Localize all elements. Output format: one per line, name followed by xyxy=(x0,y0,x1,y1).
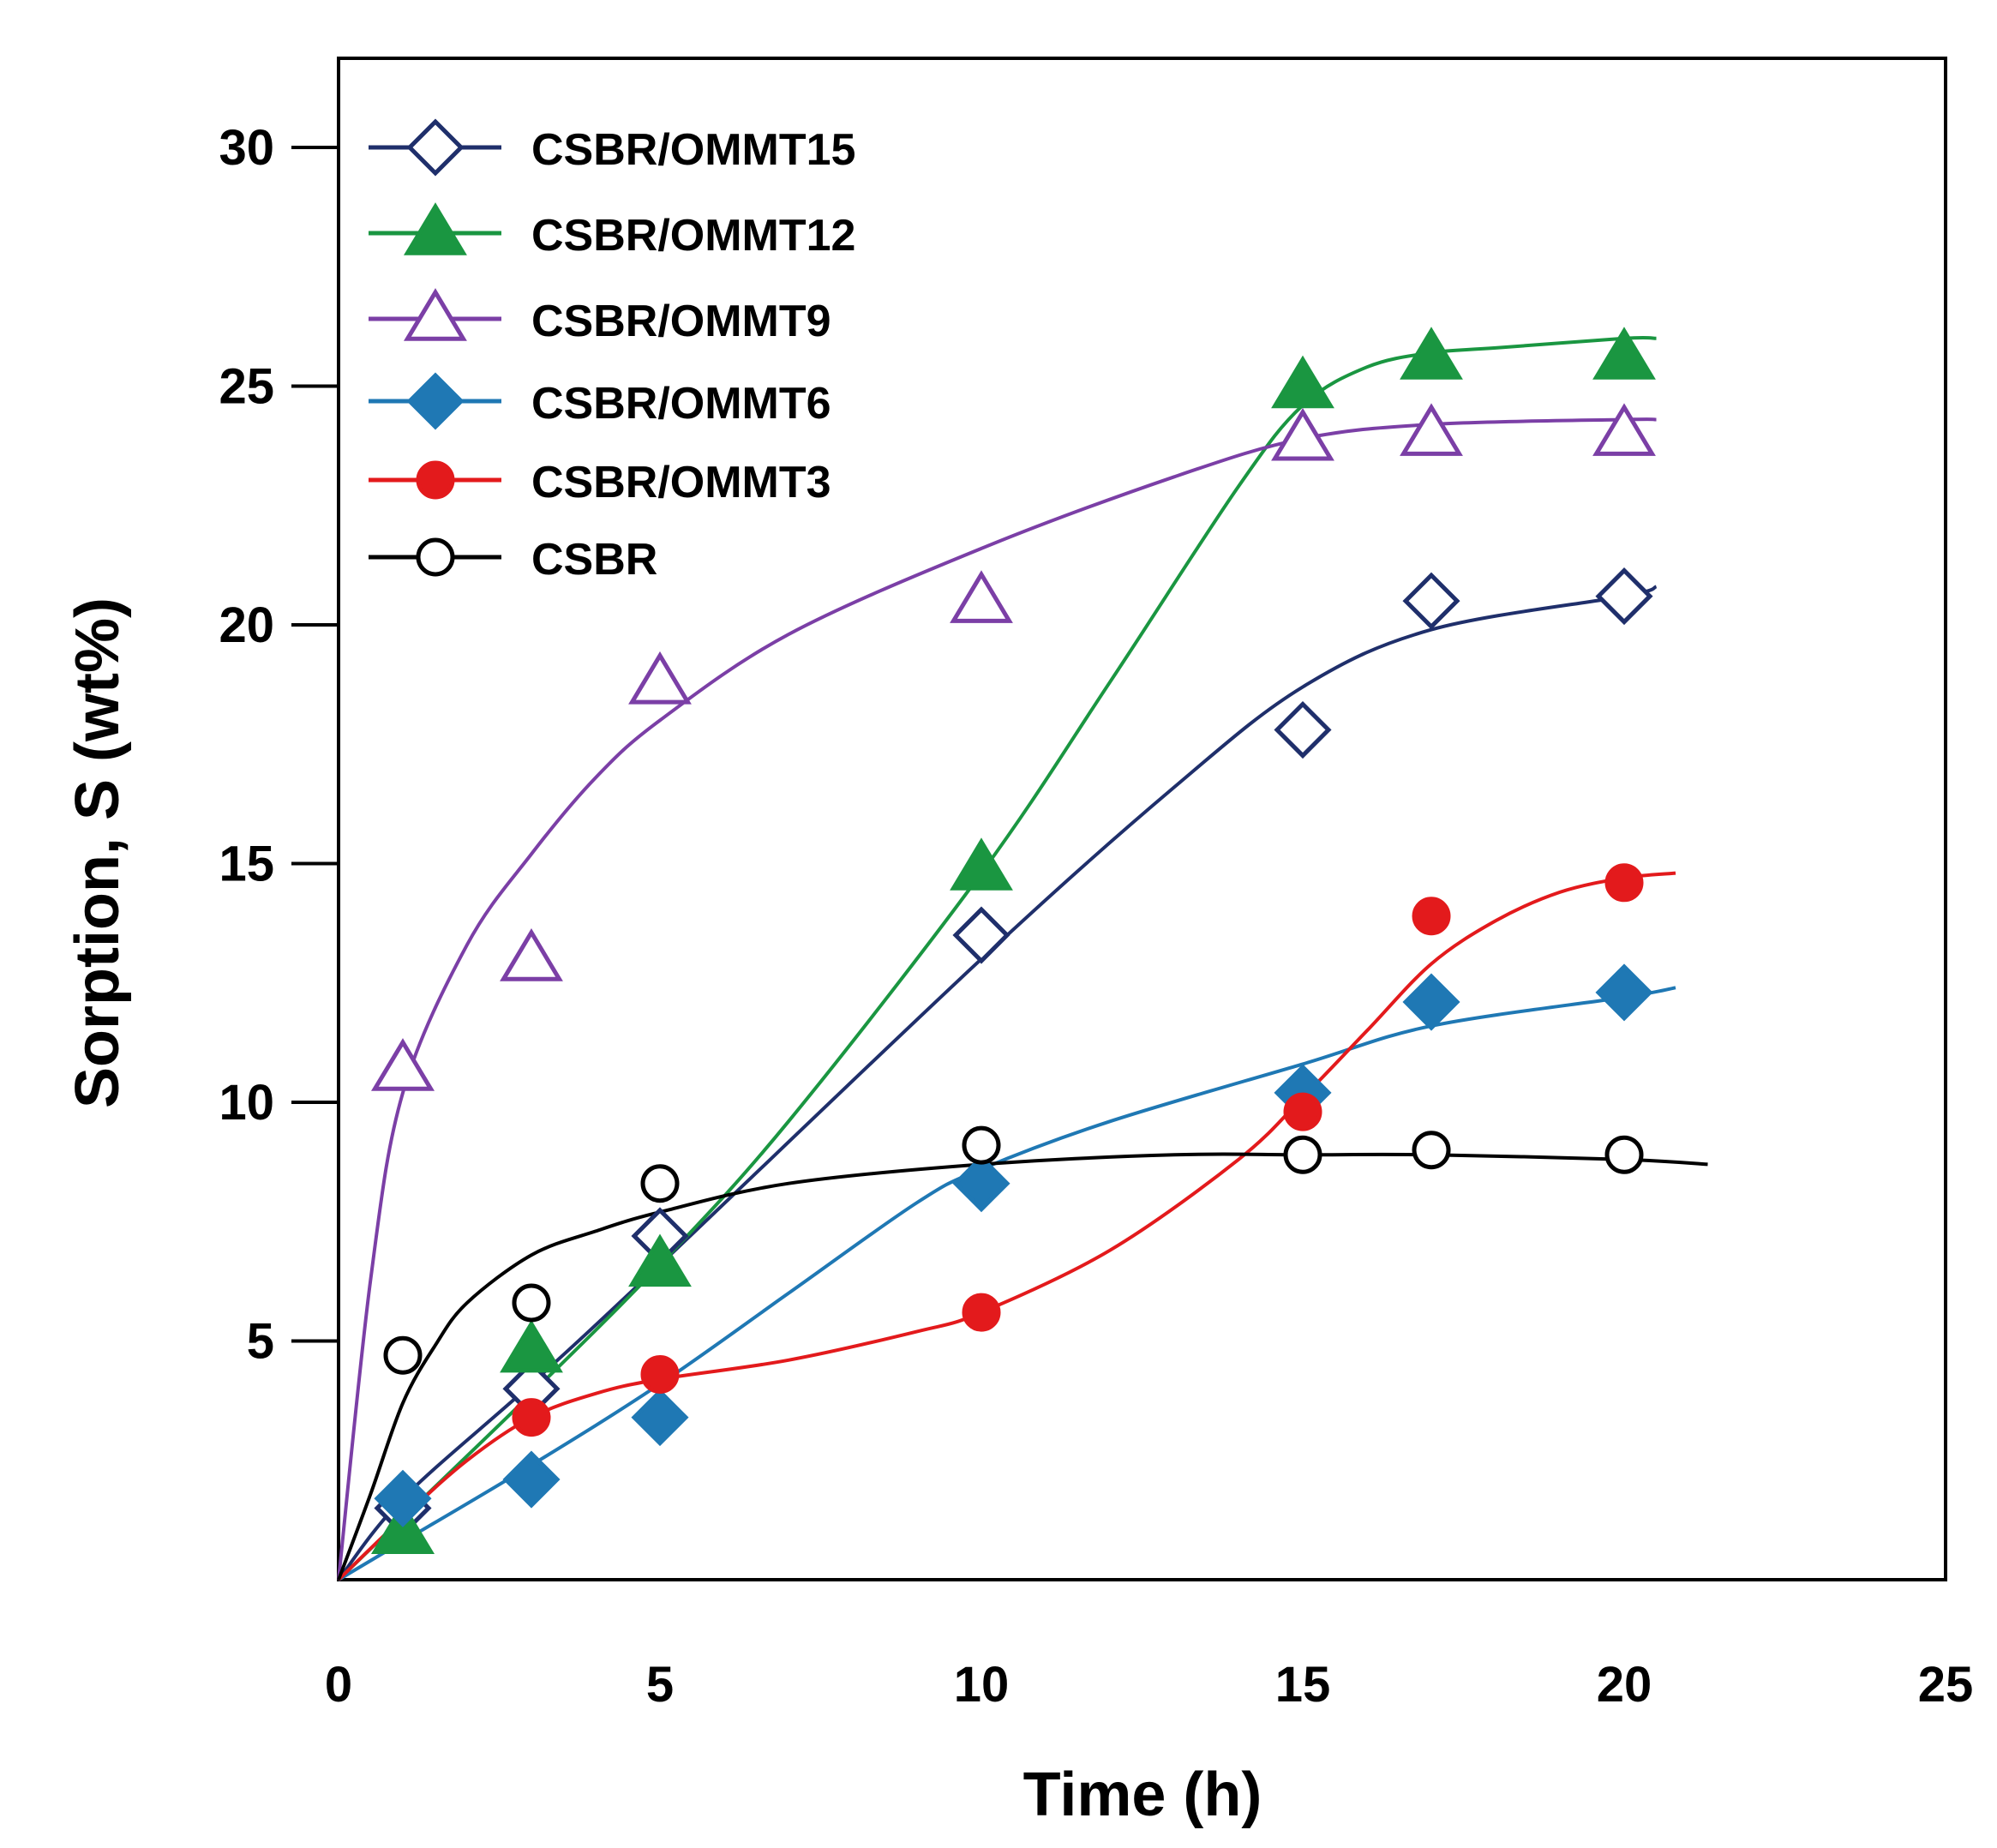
x-tick-label: 20 xyxy=(1597,1657,1652,1713)
data-point-csbr-ommt9 xyxy=(950,570,1013,623)
data-point-csbr-ommt15 xyxy=(952,906,1010,964)
x-tick-label: 5 xyxy=(646,1657,674,1713)
legend-label: CSBR/OMMT6 xyxy=(531,379,831,429)
legend-label: CSBR/OMMT3 xyxy=(531,458,831,507)
data-point-csbr-ommt12 xyxy=(500,1319,563,1373)
legend-marker xyxy=(403,288,467,341)
x-axis-label: Time (h) xyxy=(1023,1761,1262,1829)
fit-line-csbr-ommt15 xyxy=(337,585,1658,1581)
data-point-csbr xyxy=(962,1125,1001,1165)
data-point-csbr xyxy=(1604,1135,1644,1174)
data-point-csbr-ommt9 xyxy=(628,651,692,705)
data-point-csbr xyxy=(640,1164,680,1203)
plot-frame xyxy=(337,57,1947,1581)
data-point-csbr-ommt6 xyxy=(631,1389,689,1447)
x-tick-label: 15 xyxy=(1275,1657,1331,1713)
legend: CSBR/OMMT15 CSBR/OMMT12 CSBR/OMMT9 CSBR/OMM… xyxy=(369,118,855,585)
legend-marker xyxy=(403,202,467,255)
legend-label: CSBR/OMMT15 xyxy=(531,125,855,175)
data-point-csbr-ommt6 xyxy=(1402,973,1460,1031)
data-point-csbr xyxy=(1283,1135,1322,1174)
y-tick-label: 20 xyxy=(219,597,274,653)
y-tick-label: 10 xyxy=(219,1075,274,1131)
data-point-csbr-ommt12 xyxy=(950,837,1013,891)
data-point-csbr-ommt9 xyxy=(500,928,563,981)
data-point-csbr-ommt15 xyxy=(1402,572,1460,630)
data-point-csbr-ommt3 xyxy=(1604,863,1644,903)
data-point-csbr-ommt3 xyxy=(1283,1092,1322,1131)
x-tick-label: 10 xyxy=(954,1657,1010,1713)
fit-line-csbr-ommt9 xyxy=(337,417,1657,1581)
data-point-csbr-ommt15 xyxy=(1274,701,1332,759)
data-point-csbr-ommt12 xyxy=(370,1501,435,1554)
data-markers xyxy=(370,327,1656,1554)
data-point-csbr-ommt9 xyxy=(1271,407,1334,461)
y-tick-label: 30 xyxy=(219,120,274,176)
y-axis: 5 10 15 20 25 30 xyxy=(219,120,339,1370)
x-tick-label: 0 xyxy=(325,1657,352,1713)
data-point-csbr xyxy=(1412,1131,1451,1170)
data-point-csbr-ommt12 xyxy=(1400,327,1463,380)
legend-label: CSBR/OMMT9 xyxy=(531,297,831,346)
legend-marker xyxy=(416,537,455,577)
x-axis: 0 5 10 15 20 25 xyxy=(325,1657,1973,1713)
data-point-csbr-ommt3 xyxy=(962,1293,1001,1332)
data-point-csbr-ommt12 xyxy=(1271,355,1334,409)
legend-label: CSBR xyxy=(531,535,657,585)
data-point-csbr-ommt6 xyxy=(502,1450,561,1509)
data-point-csbr-ommt12 xyxy=(628,1233,692,1287)
data-point-csbr-ommt9 xyxy=(1400,403,1463,456)
legend-label: CSBR/OMMT12 xyxy=(531,211,855,261)
y-tick-label: 25 xyxy=(219,359,274,415)
legend-marker xyxy=(406,118,465,177)
y-tick-label: 5 xyxy=(247,1314,274,1370)
x-tick-label: 25 xyxy=(1918,1657,1974,1713)
legend-marker xyxy=(416,460,455,500)
data-point-csbr-ommt3 xyxy=(640,1354,680,1394)
data-point-csbr xyxy=(383,1335,423,1375)
data-point-csbr-ommt3 xyxy=(1412,897,1451,936)
data-point-csbr-ommt6 xyxy=(374,1469,432,1527)
y-axis-label: Sorption, S (wt%) xyxy=(63,597,132,1108)
data-point-csbr xyxy=(512,1283,551,1323)
y-tick-label: 15 xyxy=(219,837,274,892)
data-point-csbr-ommt15 xyxy=(1595,567,1653,626)
legend-marker xyxy=(406,372,465,430)
data-point-csbr-ommt9 xyxy=(1592,403,1656,456)
data-point-csbr-ommt3 xyxy=(512,1398,551,1437)
data-point-csbr-ommt12 xyxy=(1592,327,1656,380)
data-point-csbr-ommt6 xyxy=(1595,963,1653,1022)
data-point-csbr-ommt9 xyxy=(370,1038,435,1091)
data-point-csbr-ommt6 xyxy=(952,1155,1010,1213)
